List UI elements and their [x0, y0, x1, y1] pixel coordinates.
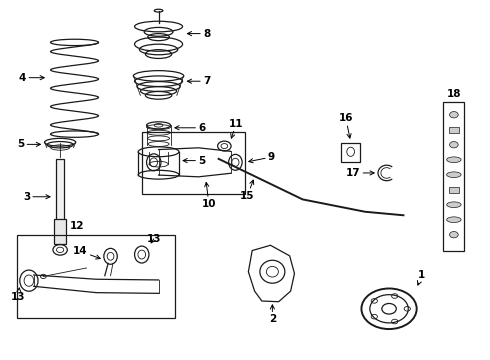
- Ellipse shape: [447, 157, 461, 162]
- Ellipse shape: [447, 217, 461, 222]
- Bar: [56, 159, 64, 235]
- Bar: [54, 219, 66, 243]
- Bar: [142, 132, 245, 194]
- Ellipse shape: [449, 141, 458, 148]
- Ellipse shape: [447, 172, 461, 177]
- Ellipse shape: [447, 202, 461, 207]
- Text: 15: 15: [240, 180, 255, 201]
- Text: 6: 6: [175, 123, 205, 133]
- Text: 17: 17: [346, 168, 374, 178]
- Bar: [341, 143, 360, 162]
- Text: 13: 13: [11, 288, 25, 302]
- Ellipse shape: [449, 112, 458, 118]
- Text: 5: 5: [183, 156, 205, 166]
- Text: 3: 3: [23, 192, 50, 202]
- Text: 16: 16: [339, 113, 353, 138]
- Text: 1: 1: [417, 270, 425, 285]
- Bar: [449, 187, 459, 193]
- Text: 11: 11: [229, 118, 244, 138]
- Text: 7: 7: [187, 76, 210, 86]
- Bar: [17, 235, 175, 318]
- Ellipse shape: [449, 231, 458, 238]
- Text: 9: 9: [249, 152, 275, 163]
- Text: 18: 18: [447, 89, 461, 99]
- Text: 12: 12: [70, 221, 84, 231]
- Bar: [443, 102, 465, 251]
- Text: 5: 5: [17, 139, 40, 149]
- Bar: [449, 127, 459, 132]
- Text: 14: 14: [73, 246, 100, 259]
- Text: 2: 2: [269, 305, 276, 324]
- Text: 4: 4: [19, 73, 44, 83]
- Text: 13: 13: [147, 234, 161, 244]
- Text: 10: 10: [201, 183, 216, 209]
- Text: 8: 8: [187, 28, 210, 39]
